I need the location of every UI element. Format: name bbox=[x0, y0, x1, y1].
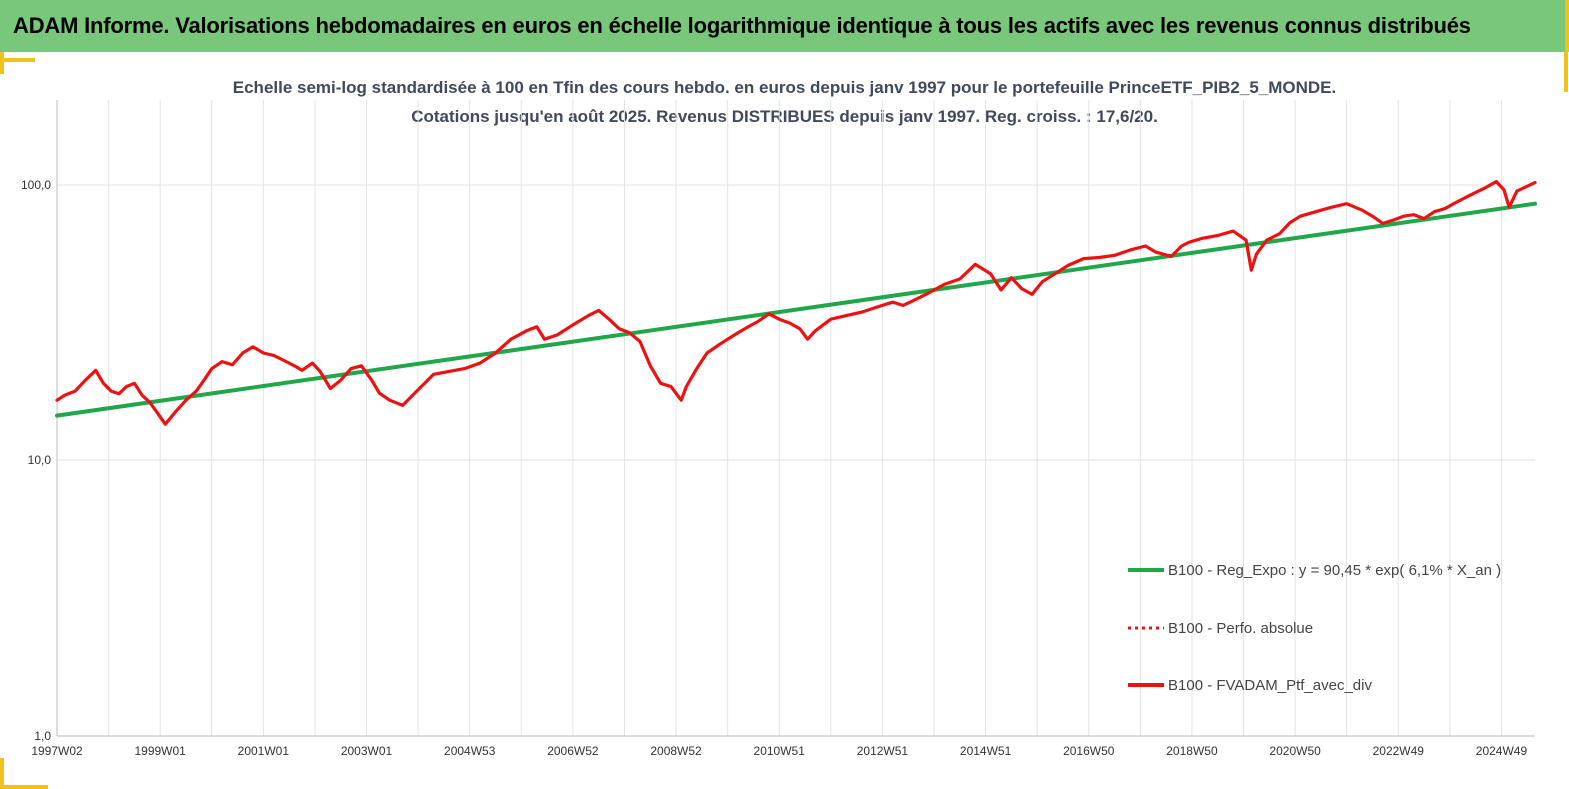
regression-line bbox=[55, 201, 1537, 418]
x-tick-label: 1999W01 bbox=[134, 744, 186, 758]
accent-bar bbox=[0, 758, 4, 789]
banner-title: ADAM Informe. Valorisations hebdomadaire… bbox=[13, 13, 1471, 38]
chart-title: Echelle semi-log standardisée à 100 en T… bbox=[232, 78, 1337, 97]
x-tick-label: 2018W50 bbox=[1166, 744, 1218, 758]
x-tick-label: 1997W02 bbox=[31, 744, 83, 758]
x-tick-label: 2006W52 bbox=[547, 744, 599, 758]
accent-bar bbox=[1564, 52, 1568, 92]
y-tick-label: 100,0 bbox=[21, 178, 51, 192]
legend-label: B100 - FVADAM_Ptf_avec_div bbox=[1168, 677, 1372, 694]
x-tick-label: 2010W51 bbox=[754, 744, 806, 758]
y-tick-label: 1,0 bbox=[34, 729, 51, 743]
accent-bar bbox=[0, 52, 4, 74]
accent-bar bbox=[0, 58, 35, 62]
x-tick-label: 2016W50 bbox=[1063, 744, 1115, 758]
x-tick-label: 2012W51 bbox=[857, 744, 909, 758]
legend-label: B100 - Perfo. absolue bbox=[1168, 620, 1313, 637]
x-tick-label: 2022W49 bbox=[1373, 744, 1425, 758]
portfolio-line bbox=[55, 179, 1537, 426]
x-tick-label: 2014W51 bbox=[960, 744, 1012, 758]
x-tick-label: 2020W50 bbox=[1269, 744, 1321, 758]
chart-subtitle: Cotations jusqu'en août 2025. Revenus DI… bbox=[411, 107, 1158, 126]
x-tick-label: 2024W49 bbox=[1476, 744, 1528, 758]
x-tick-label: 2003W01 bbox=[341, 744, 393, 758]
y-tick-label: 10,0 bbox=[28, 453, 52, 467]
header-banner: ADAM Informe. Valorisations hebdomadaire… bbox=[0, 0, 1569, 52]
x-tick-label: 2004W53 bbox=[444, 744, 496, 758]
accent-bar bbox=[0, 785, 48, 789]
x-tick-label: 2001W01 bbox=[238, 744, 290, 758]
legend-label: B100 - Reg_Expo : y = 90,45 * exp( 6,1% … bbox=[1168, 562, 1501, 579]
x-tick-label: 2008W52 bbox=[650, 744, 702, 758]
